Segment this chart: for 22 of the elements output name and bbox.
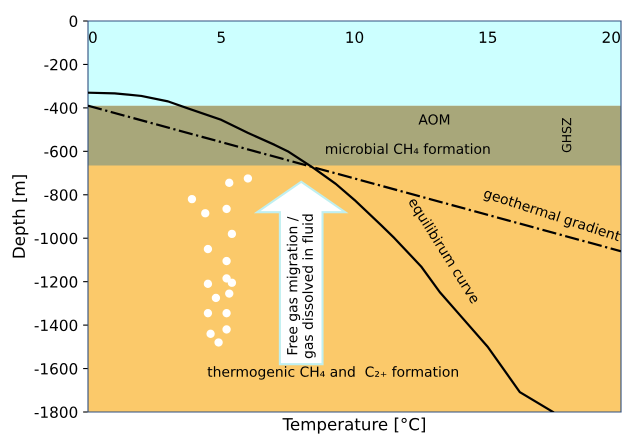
annotation: thermogenic CH₄ and C₂₊ formation bbox=[208, 366, 458, 380]
y-tick-label: -1200 bbox=[34, 276, 78, 288]
annotation: Free gas migration / gas dissolved in fluid bbox=[286, 214, 316, 358]
y-tick-label: -800 bbox=[44, 189, 78, 201]
x-tick-label: 5 bbox=[218, 32, 225, 44]
y-tick-label: -1400 bbox=[34, 320, 78, 332]
x-tick-label: 15 bbox=[480, 32, 496, 44]
annotation: AOM bbox=[418, 114, 450, 125]
y-tick-label: -200 bbox=[44, 58, 78, 70]
y-tick-label: 0 bbox=[70, 15, 78, 28]
y-axis-title: Depth [m] bbox=[12, 175, 28, 258]
annotation: microbial CH₄ formation bbox=[326, 143, 490, 154]
x-tick-label: 0 bbox=[89, 31, 97, 44]
y-tick-label: -400 bbox=[44, 102, 78, 114]
x-axis-title: Temperature [°C] bbox=[282, 418, 425, 434]
y-tick-label: -1000 bbox=[34, 232, 78, 244]
y-tick-label: -1600 bbox=[34, 363, 78, 375]
x-tick-label: 20 bbox=[602, 31, 620, 44]
y-tick-label: -600 bbox=[44, 146, 78, 158]
annotation: GHSZ bbox=[562, 118, 572, 152]
x-tick-label: 10 bbox=[346, 31, 364, 44]
y-tick-label: -1800 bbox=[34, 406, 78, 418]
